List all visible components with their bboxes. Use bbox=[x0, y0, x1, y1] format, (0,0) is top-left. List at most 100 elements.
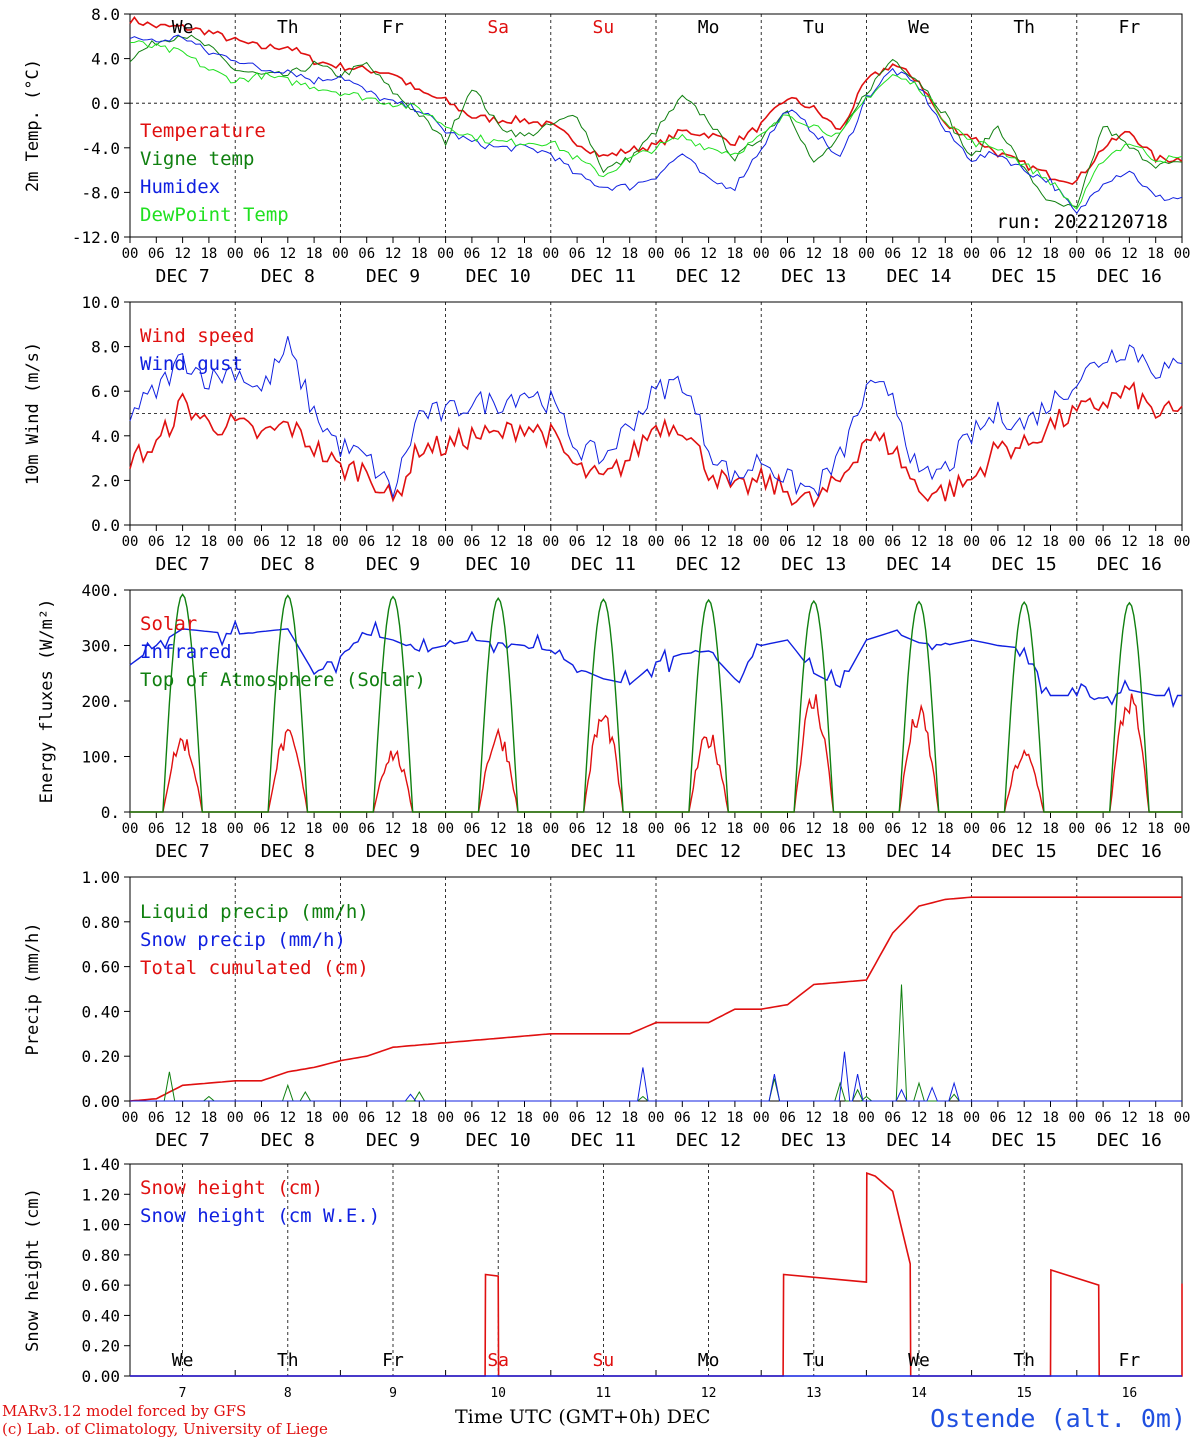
series-line-1 bbox=[129, 381, 1183, 508]
x-date-label: DEC 9 bbox=[366, 841, 420, 862]
legend-entry: Wind gust bbox=[140, 353, 243, 375]
x-hour-label: 06 bbox=[463, 821, 480, 837]
legend-entry: Solar bbox=[140, 613, 197, 635]
weekday-label: Tu bbox=[803, 17, 825, 38]
series-line-2 bbox=[129, 34, 1183, 208]
x-date-label: DEC 12 bbox=[676, 841, 741, 862]
x-hour-label: 06 bbox=[358, 246, 375, 262]
weekday-label: Tu bbox=[803, 1350, 825, 1371]
x-hour-label: 18 bbox=[411, 534, 428, 550]
x-hour-label: 18 bbox=[200, 534, 217, 550]
x-hour-label: 12 bbox=[595, 1110, 612, 1126]
legend-entry: Infrared bbox=[140, 641, 232, 663]
x-hour-label: 00 bbox=[122, 821, 139, 837]
x-hour-label: 18 bbox=[937, 1110, 954, 1126]
x-hour-label: 00 bbox=[1068, 246, 1085, 262]
x-hour-label: 18 bbox=[200, 821, 217, 837]
y-tick-label: -8.0 bbox=[81, 183, 120, 202]
legend-entry: Total cumulated (cm) bbox=[140, 957, 369, 979]
x-hour-label: 18 bbox=[1042, 821, 1059, 837]
x-hour-label: 12 bbox=[279, 246, 296, 262]
x-hour-label: 06 bbox=[253, 534, 270, 550]
x-hour-label: 18 bbox=[200, 246, 217, 262]
x-hour-label: 12 bbox=[1016, 246, 1033, 262]
x-hour-label: 18 bbox=[1042, 534, 1059, 550]
x-hour-label: 06 bbox=[1095, 821, 1112, 837]
x-date-label: DEC 7 bbox=[156, 266, 210, 287]
x-hour-label: 00 bbox=[963, 1110, 980, 1126]
run-label: run: 2022120718 bbox=[996, 211, 1168, 233]
x-hour-label: 00 bbox=[648, 534, 665, 550]
x-hour-label: 18 bbox=[411, 1110, 428, 1126]
x-hour-label: 12 bbox=[385, 246, 402, 262]
x-axis-title: Time UTC (GMT+0h) DEC bbox=[455, 1406, 711, 1428]
x-hour-label: 00 bbox=[1174, 1110, 1191, 1126]
x-hour-label: 18 bbox=[411, 821, 428, 837]
x-hour-label: 12 bbox=[174, 246, 191, 262]
x-date-label: DEC 14 bbox=[886, 554, 951, 575]
x-hour-label: 06 bbox=[779, 534, 796, 550]
x-date-label: DEC 13 bbox=[781, 841, 846, 862]
x-hour-label: 00 bbox=[542, 246, 559, 262]
legend-entry: Wind speed bbox=[140, 325, 254, 347]
x-hour-label: 18 bbox=[621, 1110, 638, 1126]
x-date-label: DEC 14 bbox=[886, 841, 951, 862]
x-date-label: DEC 11 bbox=[571, 1130, 636, 1151]
y-tick-label: 0.80 bbox=[81, 1246, 120, 1265]
x-date-label: DEC 10 bbox=[466, 841, 531, 862]
x-hour-label: 18 bbox=[726, 534, 743, 550]
x-day-number: 12 bbox=[701, 1386, 717, 1401]
x-hour-label: 12 bbox=[911, 246, 928, 262]
x-hour-label: 06 bbox=[674, 821, 691, 837]
x-hour-label: 18 bbox=[937, 534, 954, 550]
series-line-3 bbox=[129, 34, 1183, 215]
x-hour-label: 18 bbox=[516, 534, 533, 550]
x-hour-label: 12 bbox=[1121, 1110, 1138, 1126]
x-date-label: DEC 9 bbox=[366, 554, 420, 575]
y-tick-label: 1.40 bbox=[81, 1155, 120, 1174]
x-hour-label: 00 bbox=[1174, 246, 1191, 262]
x-hour-label: 00 bbox=[227, 821, 244, 837]
x-hour-label: 00 bbox=[1068, 1110, 1085, 1126]
y-tick-label: 100. bbox=[81, 748, 120, 767]
x-hour-label: 00 bbox=[753, 1110, 770, 1126]
x-hour-label: 12 bbox=[1016, 1110, 1033, 1126]
x-day-number: 14 bbox=[911, 1386, 927, 1401]
y-tick-label: 8.0 bbox=[91, 5, 120, 24]
x-date-label: DEC 8 bbox=[261, 1130, 315, 1151]
x-hour-label: 06 bbox=[989, 1110, 1006, 1126]
x-hour-label: 12 bbox=[805, 534, 822, 550]
weekday-label: Fr bbox=[382, 1350, 404, 1371]
x-hour-label: 12 bbox=[174, 821, 191, 837]
y-tick-label: 300. bbox=[81, 637, 120, 656]
x-hour-label: 06 bbox=[463, 246, 480, 262]
x-hour-label: 00 bbox=[1068, 821, 1085, 837]
weekday-label: Sa bbox=[487, 17, 509, 38]
series-line-1 bbox=[129, 16, 1183, 186]
x-hour-label: 12 bbox=[595, 821, 612, 837]
x-hour-label: 18 bbox=[306, 821, 323, 837]
panel-5 bbox=[124, 1163, 1183, 1377]
legend-entry: Snow height (cm) bbox=[140, 1177, 323, 1199]
x-day-number: 15 bbox=[1016, 1386, 1032, 1401]
x-hour-label: 12 bbox=[911, 821, 928, 837]
x-hour-label: 00 bbox=[858, 1110, 875, 1126]
y-tick-label: 0.60 bbox=[81, 1276, 120, 1295]
weekday-label: We bbox=[172, 1350, 194, 1371]
x-date-label: DEC 10 bbox=[466, 1130, 531, 1151]
y-tick-label: 0.00 bbox=[81, 1092, 120, 1111]
x-hour-label: 12 bbox=[805, 1110, 822, 1126]
x-hour-label: 06 bbox=[884, 821, 901, 837]
x-date-label: DEC 15 bbox=[992, 1130, 1057, 1151]
x-hour-label: 12 bbox=[1121, 534, 1138, 550]
y-axis-label: Snow height (cm) bbox=[23, 1188, 43, 1352]
x-hour-label: 12 bbox=[700, 534, 717, 550]
y-axis-label: Energy fluxes (W/m²) bbox=[37, 599, 57, 804]
x-date-label: DEC 8 bbox=[261, 841, 315, 862]
x-hour-label: 00 bbox=[122, 246, 139, 262]
weekday-label: Sa bbox=[487, 1350, 509, 1371]
x-hour-label: 06 bbox=[779, 246, 796, 262]
x-hour-label: 00 bbox=[1174, 534, 1191, 550]
x-hour-label: 12 bbox=[805, 246, 822, 262]
